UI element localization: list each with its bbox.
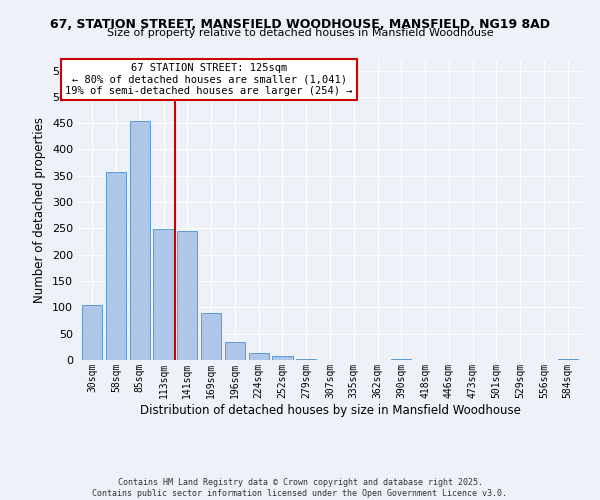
- Bar: [82, 304, 103, 360]
- Text: Size of property relative to detached houses in Mansfield Woodhouse: Size of property relative to detached ho…: [107, 28, 493, 38]
- Bar: [272, 356, 293, 360]
- Y-axis label: Number of detached properties: Number of detached properties: [34, 117, 46, 303]
- Bar: [106, 172, 126, 360]
- Text: Contains HM Land Registry data © Crown copyright and database right 2025.
Contai: Contains HM Land Registry data © Crown c…: [92, 478, 508, 498]
- Bar: [248, 352, 269, 360]
- X-axis label: Distribution of detached houses by size in Mansfield Woodhouse: Distribution of detached houses by size …: [140, 404, 520, 416]
- Bar: [201, 312, 221, 360]
- Bar: [154, 230, 173, 360]
- Bar: [225, 342, 245, 360]
- Bar: [296, 359, 316, 360]
- Text: 67 STATION STREET: 125sqm
← 80% of detached houses are smaller (1,041)
19% of se: 67 STATION STREET: 125sqm ← 80% of detac…: [65, 63, 353, 96]
- Text: 67, STATION STREET, MANSFIELD WOODHOUSE, MANSFIELD, NG19 8AD: 67, STATION STREET, MANSFIELD WOODHOUSE,…: [50, 18, 550, 30]
- Bar: [177, 231, 197, 360]
- Bar: [130, 120, 150, 360]
